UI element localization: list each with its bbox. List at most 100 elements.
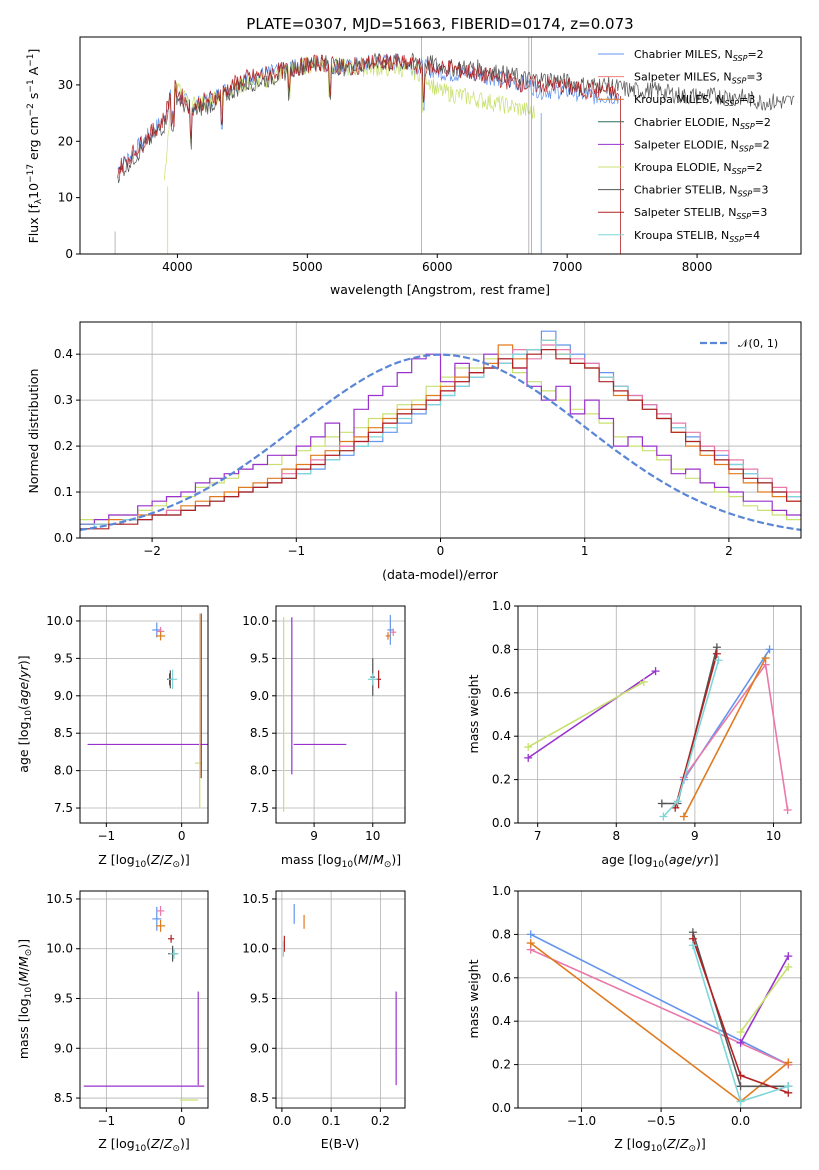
x-tick-label: −1 xyxy=(98,829,116,843)
x-tick-label: −0.5 xyxy=(647,1114,676,1128)
plot-area xyxy=(283,614,397,812)
x-tick-label: 0 xyxy=(178,829,186,843)
axes-frame xyxy=(517,890,802,1109)
y-tick-label: 0.2 xyxy=(54,439,73,453)
x-tick-label: 0.1 xyxy=(322,1114,341,1128)
weight-marker xyxy=(524,743,533,752)
x-tick-label: 5000 xyxy=(292,260,323,274)
y-tick-label: 7.5 xyxy=(54,801,73,815)
y-tick-label: 8.0 xyxy=(250,764,269,778)
x-tick-label: 0.0 xyxy=(272,1114,291,1128)
weight-line xyxy=(674,653,718,809)
weight-marker xyxy=(526,930,535,939)
weight-marker xyxy=(736,1038,745,1047)
spectrum-xlabel: wavelength [Angstrom, rest frame] xyxy=(330,282,550,297)
weight-marker xyxy=(736,1071,745,1080)
spectrum-line xyxy=(117,52,620,179)
y-tick-label: 0.0 xyxy=(54,531,73,545)
legend-entry: Chabrier ELODIE, NSSP=2 xyxy=(634,116,771,131)
y-tick-label: 10 xyxy=(58,191,73,205)
y-tick-label: 8.5 xyxy=(54,1091,73,1105)
y-tick-label: 0.6 xyxy=(492,686,511,700)
legend-entry: Salpeter ELODIE, NSSP=2 xyxy=(634,138,770,153)
plot-area xyxy=(114,37,795,254)
weight-marker xyxy=(524,753,533,762)
y-tick-label: 0.4 xyxy=(492,729,511,743)
y-tick-label: 10.5 xyxy=(46,892,73,906)
y-tick-label: 9.5 xyxy=(54,651,73,665)
axes-frame xyxy=(79,36,802,255)
y-tick-label: 8.5 xyxy=(54,726,73,740)
y-tick-label: 30 xyxy=(58,78,73,92)
z-mass-xlabel: Z [log10(Z/Z⊙)] xyxy=(98,1136,190,1154)
weight-marker xyxy=(651,667,660,676)
histogram-step xyxy=(80,349,801,530)
weight-line xyxy=(527,681,645,748)
weight-line xyxy=(739,966,789,1033)
weight-marker xyxy=(526,939,535,948)
x-tick-label: 7000 xyxy=(552,260,583,274)
mass-age-xlabel: mass [log10(M/M⊙)] xyxy=(281,852,401,870)
x-tick-label: 6000 xyxy=(422,260,453,274)
figure-title: PLATE=0307, MJD=51663, FIBERID=0174, z=0… xyxy=(246,15,633,33)
z-mass-ylabel: mass [log10(M/M⊙)] xyxy=(16,939,34,1059)
residuals-xlabel: (data-model)/error xyxy=(382,567,499,582)
y-tick-label: 7.5 xyxy=(250,801,269,815)
y-tick-label: 1.0 xyxy=(492,599,511,613)
weight-marker xyxy=(712,649,721,658)
axes-frame xyxy=(275,605,406,824)
z-age-xlabel: Z [log10(Z/Z⊙)] xyxy=(98,852,190,870)
ebv-mass-panel: 0.0 0.1 0.2 8.5 9.0 9.5 10.0 10.5 xyxy=(242,890,406,1128)
z-age-panel: −1 0 7.5 8.0 8.5 9.0 9.5 10.0 xyxy=(46,605,209,843)
z-weight-ylabel: mass weight xyxy=(466,959,481,1038)
mass-age-panel: 9 10 7.5 8.0 8.5 9.0 9.5 10.0 xyxy=(242,605,406,843)
y-tick-label: 9.5 xyxy=(250,651,269,665)
axes-frame xyxy=(275,890,406,1109)
x-tick-label: −1 xyxy=(287,544,305,558)
weight-marker xyxy=(784,1082,793,1091)
spectrum-panel: 4000 5000 6000 7000 8000 0 10 20 30 Chabrier MILE… xyxy=(58,36,802,274)
y-tick-label: 10.0 xyxy=(46,942,73,956)
x-tick-label: 10 xyxy=(766,829,781,843)
weight-marker xyxy=(761,654,770,663)
residuals-ylabel: Normed distribution xyxy=(26,369,41,494)
plot-area xyxy=(282,903,397,1086)
age-weight-xlabel: age [log10(age/yr)] xyxy=(601,852,718,870)
spectrum-legend: Chabrier MILES, NSSP=2 Salpeter MILES, NS… xyxy=(598,48,771,244)
weight-marker xyxy=(688,941,697,950)
weight-marker xyxy=(784,962,793,971)
age-weight-ylabel: mass weight xyxy=(466,674,481,753)
residuals-panel: −2 −1 0 1 2 0.0 0.1 0.2 0.3 0.4 𝒩(0, 1) xyxy=(54,321,802,558)
z-weight-xlabel: Z [log10(Z/Z⊙)] xyxy=(614,1136,706,1154)
spectrum-ylabel: Flux [fλ10−17 erg cm−2 s−1 A−1] xyxy=(26,49,44,244)
y-tick-label: 10.0 xyxy=(242,614,269,628)
weight-marker xyxy=(679,812,688,821)
weight-marker xyxy=(784,952,793,961)
y-tick-label: 9.0 xyxy=(250,1041,269,1055)
x-tick-label: 7 xyxy=(534,829,542,843)
y-tick-label: 10.5 xyxy=(242,892,269,906)
x-tick-label: 0.2 xyxy=(371,1114,390,1128)
plot-area xyxy=(526,928,793,1106)
x-tick-label: 8 xyxy=(612,829,620,843)
y-tick-label: 0.4 xyxy=(54,347,73,361)
z-mass-panel: −1 0 8.5 9.0 9.5 10.0 10.5 xyxy=(46,890,209,1128)
plot-area xyxy=(524,643,792,821)
y-tick-label: 8.5 xyxy=(250,1091,269,1105)
y-tick-label: 0.8 xyxy=(492,642,511,656)
legend-entry: Chabrier MILES, NSSP=2 xyxy=(634,48,764,63)
normal-curve xyxy=(80,353,801,531)
weight-line xyxy=(530,948,789,1066)
legend-entry: Salpeter STELIB, NSSP=3 xyxy=(634,206,767,221)
x-tick-label: 9 xyxy=(310,829,318,843)
y-tick-label: 9.5 xyxy=(54,992,73,1006)
y-tick-label: 0.3 xyxy=(54,393,73,407)
y-tick-label: 0.2 xyxy=(492,1058,511,1072)
y-tick-label: 0 xyxy=(65,247,73,261)
y-tick-label: 9.0 xyxy=(54,689,73,703)
plot-area xyxy=(87,613,208,809)
legend-entry: Kroupa MILES, NSSP=3 xyxy=(634,93,755,108)
weight-line xyxy=(661,647,718,805)
axes-frame xyxy=(79,890,209,1109)
z-age-ylabel: age [log10(age/yr)] xyxy=(16,655,34,772)
